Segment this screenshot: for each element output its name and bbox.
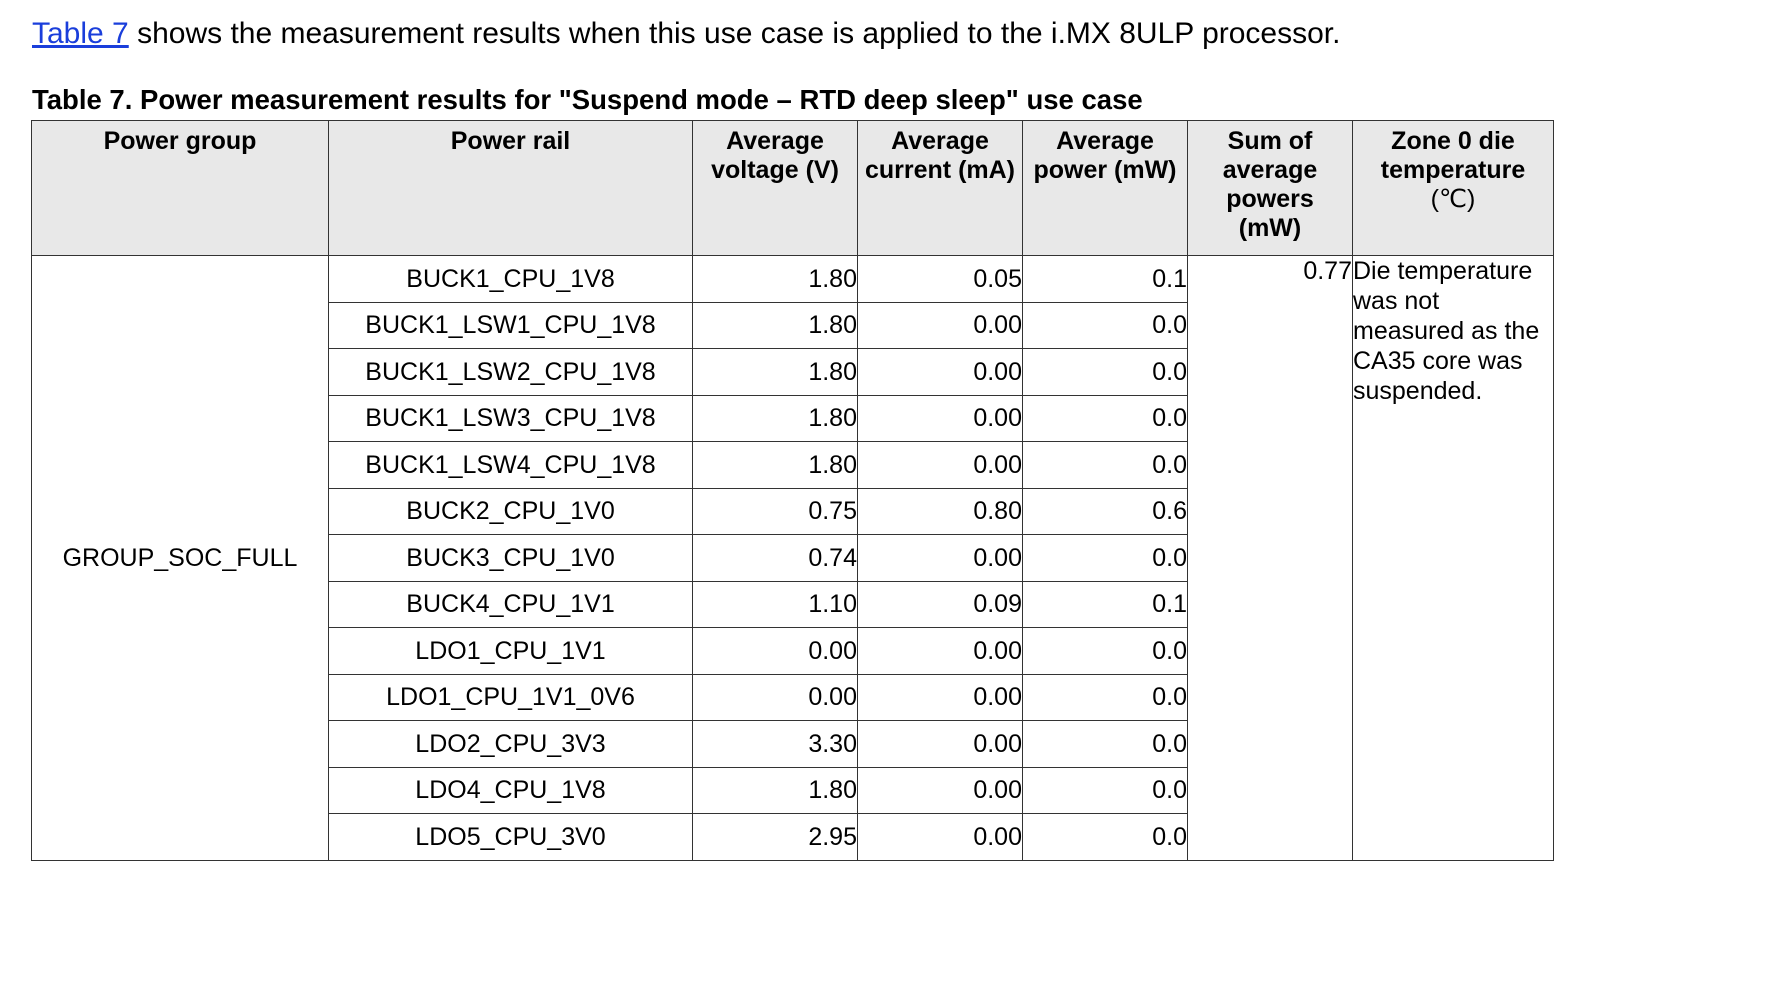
- table-row: LDO1_CPU_1V1_0V6 0.00 0.00 0.0: [32, 673, 1554, 721]
- average-current-cell: 0.00: [857, 720, 1023, 768]
- average-power-cell: 0.0: [1022, 394, 1188, 442]
- table-row: BUCK2_CPU_1V0 0.75 0.80 0.6: [32, 487, 1554, 535]
- average-power-cell: 0.0: [1022, 720, 1188, 768]
- intro-text: shows the measurement results when this …: [128, 17, 1341, 50]
- average-power-cell: 0.0: [1022, 301, 1188, 349]
- average-power-cell: 0.1: [1022, 580, 1188, 628]
- average-voltage-cell: 1.80: [692, 348, 858, 396]
- average-power-cell: 0.0: [1022, 627, 1188, 675]
- table-row: BUCK3_CPU_1V0 0.74 0.00 0.0: [32, 534, 1554, 582]
- power-rail-cell: LDO2_CPU_3V3: [328, 720, 693, 768]
- average-current-cell: 0.00: [857, 301, 1023, 349]
- average-voltage-cell: 0.00: [692, 627, 858, 675]
- header-row: Power group Power rail Average voltage (V…: [31, 120, 1554, 256]
- power-rail-cell: BUCK2_CPU_1V0: [328, 487, 693, 535]
- average-power-cell: 0.0: [1022, 813, 1188, 861]
- table-row: BUCK1_LSW3_CPU_1V8 1.80 0.00 0.0: [32, 394, 1554, 442]
- power-rail-cell: BUCK4_CPU_1V1: [328, 580, 693, 628]
- average-voltage-cell: 0.75: [692, 487, 858, 535]
- average-current-cell: 0.09: [857, 580, 1023, 628]
- table-row: BUCK4_CPU_1V1 1.10 0.09 0.1: [32, 580, 1554, 628]
- header-average-voltage: Average voltage (V): [692, 120, 858, 256]
- average-current-cell: 0.00: [857, 766, 1023, 814]
- average-power-cell: 0.6: [1022, 487, 1188, 535]
- power-rail-cell: BUCK1_CPU_1V8: [328, 255, 693, 303]
- average-current-cell: 0.00: [857, 534, 1023, 582]
- average-voltage-cell: 1.80: [692, 441, 858, 489]
- average-voltage-cell: 1.80: [692, 255, 858, 303]
- die-temperature-note-cell: Die temperature was not measured as the …: [1352, 255, 1554, 861]
- average-power-cell: 0.0: [1022, 673, 1188, 721]
- table-caption: Table 7. Power measurement results for "…: [32, 84, 1143, 115]
- table-7-link[interactable]: Table 7: [32, 17, 129, 50]
- power-rail-cell: BUCK1_LSW2_CPU_1V8: [328, 348, 693, 396]
- average-voltage-cell: 0.00: [692, 673, 858, 721]
- power-rail-cell: BUCK1_LSW3_CPU_1V8: [328, 394, 693, 442]
- header-average-current: Average current (mA): [857, 120, 1023, 256]
- average-current-cell: 0.00: [857, 673, 1023, 721]
- intro-paragraph: Table 7 shows the measurement results wh…: [32, 14, 1340, 54]
- average-voltage-cell: 1.80: [692, 394, 858, 442]
- table-row: GROUP_SOC_FULL BUCK1_CPU_1V8 1.80 0.05 0.1 0.…: [31, 255, 1554, 861]
- table-row: BUCK1_LSW4_CPU_1V8 1.80 0.00 0.0: [32, 441, 1554, 489]
- header-sum-of-average-powers: Sum of average powers (mW): [1187, 120, 1353, 256]
- average-voltage-cell: 0.74: [692, 534, 858, 582]
- power-measurement-table: Power group Power rail Average voltage (V…: [31, 120, 1554, 861]
- power-rail-cell: BUCK1_LSW1_CPU_1V8: [328, 301, 693, 349]
- average-power-cell: 0.0: [1022, 534, 1188, 582]
- average-current-cell: 0.00: [857, 348, 1023, 396]
- power-rail-cell: BUCK1_LSW4_CPU_1V8: [328, 441, 693, 489]
- average-voltage-cell: 1.10: [692, 580, 858, 628]
- average-power-cell: 0.0: [1022, 441, 1188, 489]
- table-row: LDO2_CPU_3V3 3.30 0.00 0.0: [32, 720, 1554, 768]
- average-current-cell: 0.00: [857, 441, 1023, 489]
- average-power-cell: 0.0: [1022, 348, 1188, 396]
- average-current-cell: 0.05: [857, 255, 1023, 303]
- average-current-cell: 0.80: [857, 487, 1023, 535]
- header-zone-0-die-temperature: Zone 0 die temperature (℃): [1352, 120, 1554, 256]
- average-power-cell: 0.0: [1022, 766, 1188, 814]
- table-row: LDO4_CPU_1V8 1.80 0.00 0.0: [32, 766, 1554, 814]
- table-row: LDO5_CPU_3V0 2.95 0.00 0.0: [32, 813, 1554, 861]
- power-rail-cell: BUCK3_CPU_1V0: [328, 534, 693, 582]
- power-rail-cell: LDO4_CPU_1V8: [328, 766, 693, 814]
- average-current-cell: 0.00: [857, 394, 1023, 442]
- average-current-cell: 0.00: [857, 813, 1023, 861]
- average-voltage-cell: 2.95: [692, 813, 858, 861]
- average-voltage-cell: 3.30: [692, 720, 858, 768]
- power-rail-cell: LDO1_CPU_1V1_0V6: [328, 673, 693, 721]
- average-voltage-cell: 1.80: [692, 301, 858, 349]
- average-current-cell: 0.00: [857, 627, 1023, 675]
- header-power-rail: Power rail: [328, 120, 693, 256]
- power-rail-cell: LDO1_CPU_1V1: [328, 627, 693, 675]
- header-average-power: Average power (mW): [1022, 120, 1188, 256]
- power-group-cell: GROUP_SOC_FULL: [31, 255, 329, 861]
- average-voltage-cell: 1.80: [692, 766, 858, 814]
- average-power-cell: 0.1: [1022, 255, 1188, 303]
- table-body: GROUP_SOC_FULL BUCK1_CPU_1V8 1.80 0.05 0.1 0.…: [31, 255, 1554, 861]
- power-rail-cell: LDO5_CPU_3V0: [328, 813, 693, 861]
- header-power-group: Power group: [31, 120, 329, 256]
- sum-of-average-powers-cell: 0.77: [1187, 255, 1353, 861]
